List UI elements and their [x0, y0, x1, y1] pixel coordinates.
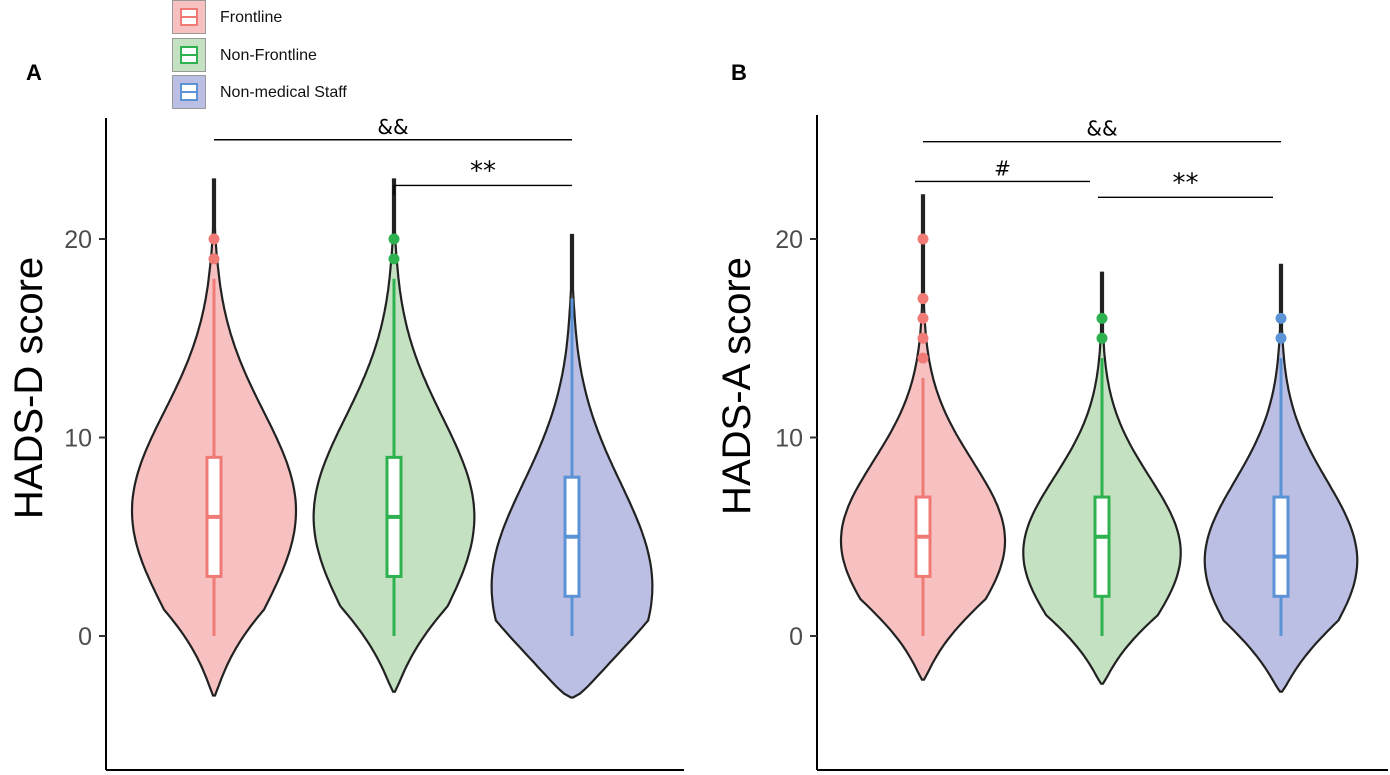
box — [1272, 495, 1290, 598]
legend-label-non-medical-staff: Non-medical Staff — [220, 84, 347, 101]
legend-label-non-frontline: Non-Frontline — [220, 47, 317, 64]
outlier-point — [917, 352, 929, 364]
legend-key-non-frontline — [172, 38, 206, 72]
significance-label: ** — [1173, 168, 1199, 198]
panel-label: B — [731, 60, 747, 85]
outlier-point — [388, 253, 400, 265]
outlier-point — [208, 253, 220, 265]
significance-label: && — [377, 115, 408, 139]
legend-item-frontline: Frontline — [170, 0, 430, 36]
y-tick-label: 10 — [64, 425, 92, 453]
outlier-point — [917, 293, 929, 305]
panel-label: A — [26, 60, 42, 85]
legend-key-frontline — [172, 0, 206, 34]
significance-label: ** — [470, 156, 496, 186]
legend-item-non-medical-staff: Non-medical Staff — [170, 75, 430, 111]
box — [1093, 495, 1111, 598]
outlier-point — [1275, 312, 1287, 324]
outlier-point — [208, 233, 220, 245]
outlier-point — [1275, 332, 1287, 344]
y-axis-label: HADS-A score — [715, 257, 759, 515]
outlier-point — [388, 233, 400, 245]
panel-a: 0 10 20 A HADS-D score && ** — [7, 60, 684, 771]
outlier-point — [917, 312, 929, 324]
y-tick-label: 20 — [64, 226, 92, 254]
outlier-point — [917, 233, 929, 245]
legend-label-frontline: Frontline — [220, 9, 283, 26]
y-tick-label: 0 — [78, 623, 92, 651]
y-tick-label: 10 — [775, 425, 803, 453]
y-tick-label: 20 — [775, 226, 803, 254]
outlier-point — [917, 332, 929, 344]
significance-label: && — [1086, 117, 1117, 141]
y-tick-label: 0 — [789, 623, 803, 651]
outlier-point — [1096, 332, 1108, 344]
legend-key-non-medical-staff — [172, 75, 206, 109]
legend-item-non-frontline: Non-Frontline — [170, 38, 430, 74]
significance-label: # — [994, 156, 1011, 180]
panel-b: 0 10 20 B HADS-A score && # ** — [715, 60, 1388, 771]
y-axis-label: HADS-D score — [7, 257, 51, 519]
outlier-point — [1096, 312, 1108, 324]
